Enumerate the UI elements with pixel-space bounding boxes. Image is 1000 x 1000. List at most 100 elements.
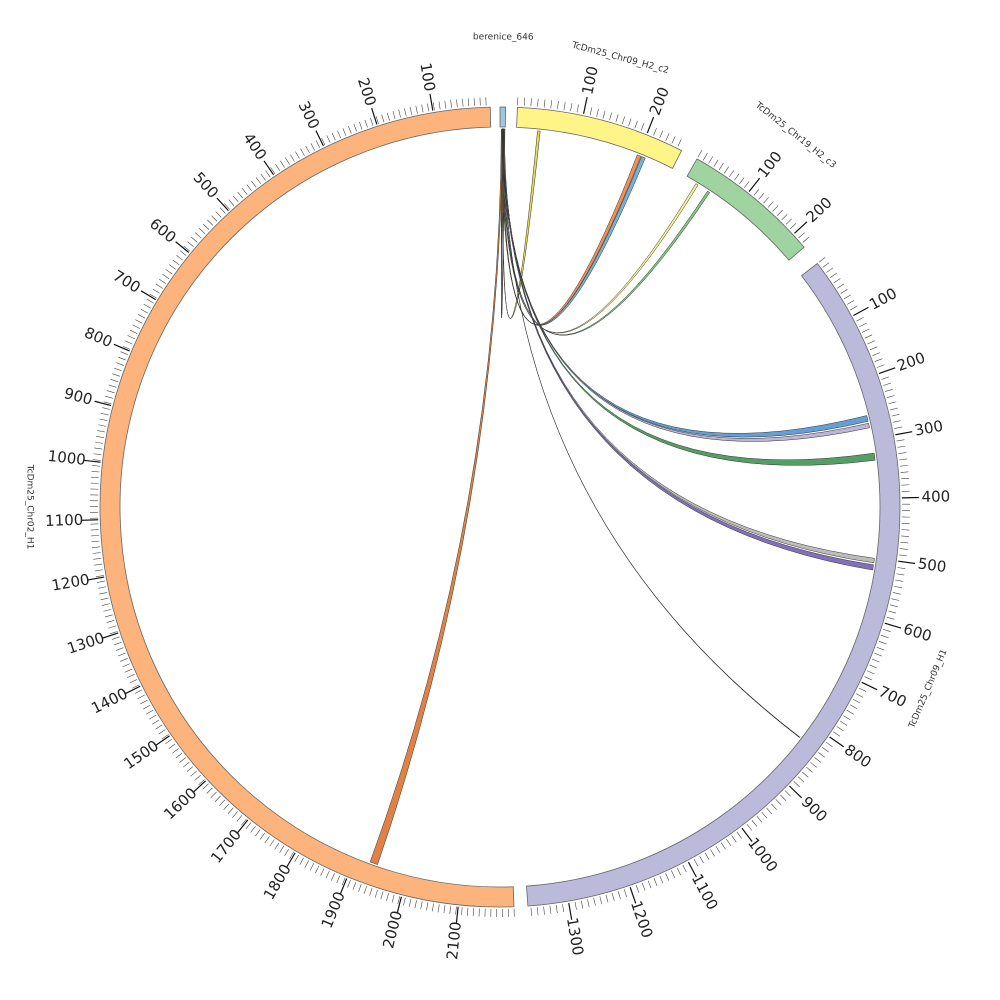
minor-tick <box>94 563 103 566</box>
minor-tick <box>176 255 183 261</box>
link-ribbon <box>503 128 876 466</box>
minor-tick <box>869 346 878 351</box>
major-tick <box>315 130 324 147</box>
major-tick <box>175 241 190 253</box>
minor-tick <box>122 345 131 350</box>
tick-label: 1000 <box>744 834 781 875</box>
minor-tick <box>892 420 901 423</box>
link-ribbon <box>501 128 646 326</box>
minor-tick <box>409 106 413 115</box>
minor-tick <box>380 891 384 900</box>
minor-tick <box>120 658 128 662</box>
minor-tick <box>206 787 213 794</box>
minor-tick <box>549 905 552 914</box>
minor-tick <box>149 293 157 299</box>
tick-label: 100 <box>578 65 602 97</box>
segments-layer <box>99 106 901 908</box>
minor-tick <box>837 283 845 289</box>
minor-tick <box>137 314 146 319</box>
minor-tick <box>864 676 872 681</box>
tick-label: 1100 <box>45 511 84 530</box>
minor-tick <box>299 857 304 865</box>
minor-tick <box>825 741 833 748</box>
minor-tick <box>763 197 769 204</box>
minor-tick <box>320 868 325 876</box>
tick-label: 200 <box>802 193 835 226</box>
link-ribbon <box>502 128 711 336</box>
minor-tick <box>155 724 163 730</box>
minor-tick <box>615 114 619 123</box>
minor-tick <box>793 781 800 788</box>
minor-tick <box>236 815 243 822</box>
tick-label: 1300 <box>563 916 587 957</box>
minor-tick <box>152 288 160 294</box>
minor-tick <box>780 794 787 801</box>
minor-tick <box>158 729 166 735</box>
minor-tick <box>771 803 777 810</box>
minor-tick <box>375 116 379 124</box>
minor-tick <box>187 241 194 247</box>
minor-tick <box>766 807 773 815</box>
minor-tick <box>127 674 135 678</box>
minor-tick <box>880 635 889 639</box>
minor-tick <box>855 693 864 698</box>
minor-tick <box>315 865 320 874</box>
minor-tick <box>697 150 703 158</box>
major-tick <box>898 560 916 565</box>
minor-tick <box>781 214 788 221</box>
minor-tick <box>640 122 645 131</box>
minor-tick <box>580 900 584 909</box>
minor-tick <box>179 757 186 763</box>
minor-tick <box>449 905 452 914</box>
minor-tick <box>386 893 389 902</box>
tick-label: 100 <box>866 284 900 313</box>
minor-tick <box>111 636 120 640</box>
tick-label: 700 <box>876 682 910 711</box>
minor-tick <box>203 223 210 230</box>
minor-tick <box>404 108 407 117</box>
minor-tick <box>135 319 143 324</box>
minor-tick <box>864 334 873 339</box>
segment-label: TcDm25_Chr09_H1 <box>907 648 950 731</box>
link-ribbon <box>503 128 875 564</box>
minor-tick <box>472 908 474 917</box>
minor-tick <box>878 641 887 645</box>
minor-tick <box>359 121 363 130</box>
minor-tick <box>710 849 715 857</box>
minor-tick <box>734 173 740 181</box>
minor-tick <box>223 803 230 811</box>
minor-tick <box>617 891 621 899</box>
major-tick <box>83 459 101 463</box>
minor-tick <box>647 880 652 889</box>
minor-tick <box>886 395 895 398</box>
minor-tick <box>550 100 553 109</box>
minor-tick <box>207 219 214 226</box>
minor-tick <box>653 878 658 886</box>
minor-tick <box>659 875 664 884</box>
major-tick <box>853 306 869 317</box>
minor-tick <box>140 699 148 705</box>
minor-tick <box>152 719 160 725</box>
minor-tick <box>91 546 101 548</box>
link-ribbon <box>503 128 874 571</box>
minor-tick <box>129 679 138 684</box>
minor-tick <box>132 684 140 689</box>
minor-tick <box>169 264 176 270</box>
minor-tick <box>891 598 900 601</box>
minor-tick <box>95 441 104 444</box>
minor-tick <box>814 757 821 763</box>
minor-tick <box>183 245 191 252</box>
minor-tick <box>671 136 676 144</box>
minor-tick <box>623 889 627 898</box>
tick-label: 200 <box>354 75 380 108</box>
minor-tick <box>537 907 539 916</box>
minor-tick <box>802 237 809 243</box>
minor-tick <box>363 886 367 894</box>
minor-tick <box>895 579 904 582</box>
minor-tick <box>761 811 768 819</box>
major-tick <box>192 780 207 793</box>
minor-tick <box>772 205 779 212</box>
minor-tick <box>900 541 909 544</box>
minor-tick <box>605 894 609 903</box>
major-tick <box>236 819 249 834</box>
